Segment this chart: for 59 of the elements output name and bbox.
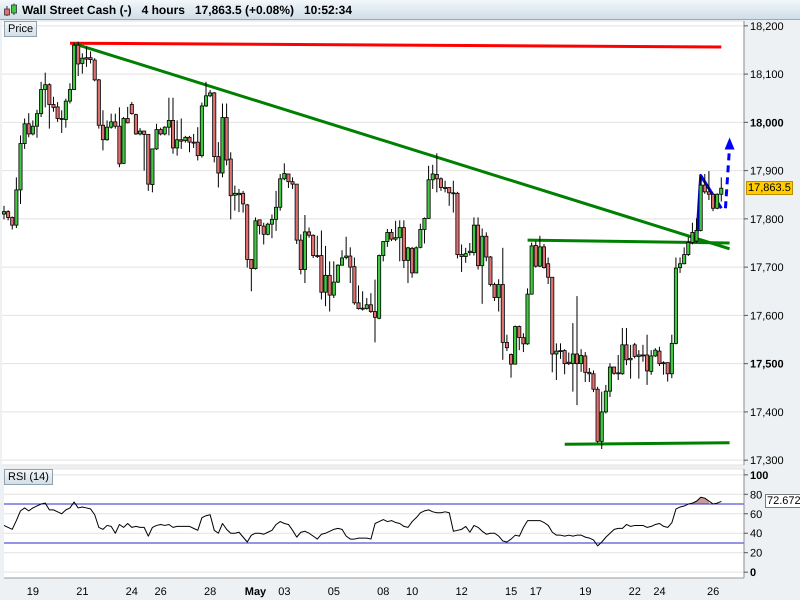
candlestick bbox=[434, 152, 439, 193]
line-series bbox=[4, 496, 722, 546]
x-tick-label: 22 bbox=[628, 586, 641, 598]
y-tick-label: 17,800 bbox=[750, 214, 784, 226]
x-tick-label: 21 bbox=[76, 586, 88, 598]
candlestick bbox=[443, 180, 448, 193]
candlestick bbox=[364, 298, 369, 310]
x-tick-label: 26 bbox=[154, 586, 167, 598]
candlestick bbox=[236, 188, 241, 213]
y-axis-title: RSI (14) bbox=[4, 469, 53, 485]
y-tick-label: 80 bbox=[750, 489, 762, 502]
candlestick bbox=[188, 135, 192, 153]
candlestick bbox=[570, 322, 575, 392]
y-tick-label: 17,700 bbox=[750, 262, 784, 274]
y-tick-label: 100 bbox=[750, 470, 768, 482]
x-tick-label: 12 bbox=[456, 586, 468, 598]
candlestick bbox=[566, 352, 571, 366]
y-tick-label: 17,900 bbox=[750, 166, 784, 178]
x-tick-label: 03 bbox=[278, 586, 290, 598]
y-tick-label: 40 bbox=[750, 528, 762, 540]
y-tick-label: 18,200 bbox=[750, 20, 784, 33]
x-tick-label: 05 bbox=[328, 586, 340, 598]
y-tick-label: 0 bbox=[750, 567, 756, 580]
candlestick bbox=[398, 220, 402, 262]
candlestick bbox=[574, 296, 579, 406]
x-tick-label: 15 bbox=[504, 586, 518, 598]
x-tick-label: 08 bbox=[377, 586, 390, 598]
x-tick-label: 10 bbox=[406, 586, 418, 598]
candlestick bbox=[628, 344, 633, 380]
x-tick-label: 19 bbox=[579, 586, 592, 598]
y-axis-title: Price bbox=[4, 21, 38, 37]
y-tick-label: 17,600 bbox=[750, 310, 784, 322]
text: 72.672 bbox=[765, 494, 800, 508]
candlestick bbox=[583, 352, 588, 382]
y-tick-label: 17,500 bbox=[750, 358, 784, 371]
x-tick-label: 19 bbox=[26, 586, 39, 598]
candlestick bbox=[324, 245, 328, 307]
x-tick-label: 26 bbox=[707, 586, 720, 598]
candlestick bbox=[332, 260, 336, 299]
candlestick bbox=[2, 205, 6, 220]
text: 17,863.5 bbox=[746, 181, 793, 196]
x-tick-label: 17 bbox=[530, 586, 542, 598]
y-tick-label: 17,400 bbox=[750, 406, 784, 419]
candlestick bbox=[175, 120, 180, 156]
candlestick bbox=[262, 222, 266, 245]
x-tick-label: 24 bbox=[653, 586, 666, 598]
x-tick-label: May bbox=[244, 586, 268, 598]
y-tick-label: 20 bbox=[750, 548, 762, 560]
candlestick bbox=[179, 118, 184, 150]
candlestick bbox=[538, 235, 542, 268]
candlestick bbox=[47, 82, 52, 130]
y-tick-label: 18,000 bbox=[750, 117, 784, 130]
candlestick bbox=[645, 334, 650, 386]
x-tick-label: 28 bbox=[204, 586, 216, 598]
y-tick-label: 60 bbox=[750, 508, 762, 521]
chart-title: Wall Street Cash (-) 4 hours 17,863.5 (+0.08%) 10:52:34 bbox=[22, 3, 352, 17]
y-tick-label: 17,300 bbox=[750, 455, 784, 468]
y-tick-label: 18,100 bbox=[750, 69, 784, 82]
x-tick-label: 24 bbox=[126, 586, 138, 598]
